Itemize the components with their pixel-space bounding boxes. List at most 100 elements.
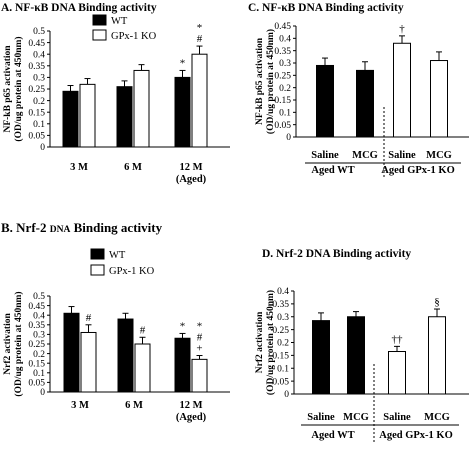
panel-c-category-label: Saline [311, 150, 339, 161]
panel-b-title-dna: DNA [50, 225, 71, 235]
panel-a-y-tick-label: 0.3 [33, 74, 45, 84]
panel-a-category-label: 6 M [124, 162, 142, 173]
panel-c-y-tick-label: 0.05 [274, 121, 291, 131]
panel-b: B. Nrf-2 DNA Binding activity 00.050.10.… [1, 220, 230, 423]
panel-b-legend-swatch [90, 248, 105, 260]
panel-b-y-tick-label: 0.45 [28, 302, 45, 312]
panel-a-ko-bar [191, 53, 208, 148]
panel-d-y-tick-label: 0.1 [277, 364, 289, 374]
panel-c-category-label: Saline [388, 150, 416, 161]
panel-b-y-tick-label: 0.5 [33, 292, 45, 302]
panel-b-y-tick-label: 0.25 [28, 340, 45, 350]
panel-b-y-tick-label: 0.1 [33, 369, 45, 379]
panel-d: D. Nrf-2 DNA Binding activity 0 0.05 0.1 0.… [255, 248, 469, 442]
panel-c-y-tick-label: 0 [286, 133, 291, 143]
panel-c-bar [316, 64, 334, 138]
panel-d-y-tick-label: 0.15 [272, 352, 289, 362]
panel-b-y-axis-label: Nrf2 activation(OD/ug protein at 450nm) [3, 291, 24, 396]
panel-d-significance-mark: § [434, 296, 440, 308]
panel-a-significance-mark: * [197, 22, 203, 34]
panel-c-significance-mark: † [399, 23, 405, 35]
panel-b-y-axis-label-line: Nrf2 activation [3, 313, 13, 375]
panel-d-y-tick-label: 0.4 [277, 287, 289, 297]
panel-d-y-tick-label: 0.35 [272, 300, 289, 310]
panel-b-y-tick-label: 0.05 [28, 379, 45, 389]
panel-b-y-tick-label: 0.35 [28, 321, 45, 331]
panel-d-y-tick-label: 0.3 [277, 313, 289, 323]
panel-a-legend-label: GPx-1 KO [111, 31, 157, 42]
panel-b-y-tick-label: 0 [40, 388, 45, 398]
panel-a: A. NF-κB DNA Binding activity 00.05 0.1 0.… [1, 2, 230, 185]
panel-b-plot: 00.050.10.150.20.250.30.350.40.450.5 Nrf2… [3, 248, 230, 423]
panel-a-y-axis-label-line: (OD/ug protein at 450nm) [13, 36, 24, 141]
panel-c-title: C. NF-κB DNA Binding activity [248, 2, 404, 14]
panel-b-ko-bar [191, 358, 208, 393]
panel-a-legend-label: WT [111, 16, 128, 27]
panel-b-legend-swatch [90, 264, 105, 276]
panel-d-bar [312, 320, 330, 395]
panel-b-title: B. Nrf-2 DNA Binding activity [1, 220, 163, 235]
panel-c-bar [430, 60, 448, 138]
panel-c-y-tick-label: 0.35 [274, 47, 291, 57]
panel-d-bar [428, 316, 446, 395]
panel-b-legend-label: GPx-1 KO [109, 266, 155, 277]
panel-d-category-label: MCG [424, 412, 450, 423]
panel-d-y-tick-label: 0.25 [272, 326, 289, 336]
panel-d-y-tick-label: 0.2 [277, 339, 289, 349]
panel-b-significance-mark: * [180, 320, 186, 332]
panel-d-category-label: Saline [383, 412, 411, 423]
panel-b-title-suffix: Binding activity [70, 220, 162, 235]
panel-a-category-sublabel: (Aged) [176, 174, 207, 185]
panel-c-y-tick-label: 0.2 [279, 84, 291, 94]
panel-a-y-tick-label: 0.5 [33, 27, 45, 37]
panel-d-bar [347, 316, 365, 395]
panel-b-wt-bar [174, 337, 191, 393]
panel-b-wt-bar [117, 318, 134, 393]
panel-a-y-tick-label: 0 [40, 143, 45, 153]
panel-b-legend-label: WT [109, 250, 126, 261]
panel-a-y-tick-label: 0.35 [28, 62, 45, 72]
panel-c-category-label: MCG [352, 150, 378, 161]
panel-b-category-label: 3 M [71, 400, 89, 411]
panel-c-y-tick-label: 0.45 [274, 22, 291, 32]
panel-b-significance-mark: # [197, 332, 203, 344]
panel-d-y-tick-label: 0 [284, 390, 289, 400]
panel-a-y-tick-label: 0.15 [28, 108, 45, 118]
panel-c-bar [356, 69, 374, 138]
panel-b-y-tick-label: 0.15 [28, 359, 45, 369]
panel-d-y-axis-label-line: Nrf2 activation [255, 311, 265, 373]
panel-d-y-axis-label-line: (OD/ug protein at 450nm) [265, 290, 276, 395]
panel-d-y-axis-label: Nrf2 activation(OD/ug protein at 450nm) [255, 290, 276, 395]
panel-d-bar [388, 351, 406, 395]
panel-b-category-label: 6 M [125, 400, 143, 411]
panel-a-y-tick-label: 0.1 [33, 120, 45, 130]
panel-b-y-tick-label: 0.2 [33, 350, 45, 360]
panel-d-category-label: MCG [343, 412, 369, 423]
panel-c-y-axis-label: NF-kB p65 activation(OD/ug protein at 45… [255, 29, 276, 134]
panel-c-y-axis-label-line: (OD/ug protein at 450nm) [265, 29, 276, 134]
panel-b-significance-mark: + [196, 343, 202, 355]
panel-a-title: A. NF-κB DNA Binding activity [1, 2, 157, 14]
panel-b-y-tick-label: 0.4 [33, 311, 45, 321]
panel-a-legend-swatch [92, 29, 107, 41]
panel-a-category-label: 3 M [70, 162, 88, 173]
panel-d-group-label: Aged WT [311, 430, 354, 441]
panel-a-legend-swatch [92, 14, 107, 26]
panel-a-wt-bar [62, 90, 79, 148]
panel-a-ko-bar [133, 69, 150, 148]
panel-d-y-tick-label: 0.05 [272, 377, 289, 387]
panel-a-significance-mark: * [180, 57, 186, 69]
panel-b-significance-mark: * [197, 321, 203, 333]
panel-c-y-tick-label: 0.4 [279, 35, 291, 45]
panel-d-category-label: Saline [307, 412, 335, 423]
panel-b-y-axis-label-line: (OD/ug protein at 450nm) [13, 291, 24, 396]
panel-a-y-tick-label: 0.2 [33, 97, 45, 107]
panel-a-y-tick-label: 0.4 [33, 50, 45, 60]
panel-a-y-axis-label: NF-kB p65 activation(OD/ug protein at 45… [3, 36, 24, 141]
panel-a-ko-bar [79, 83, 96, 148]
panel-b-category-sublabel: (Aged) [176, 412, 207, 423]
panel-c-y-tick-label: 0.3 [279, 59, 291, 69]
panel-c-y-tick-label: 0.1 [279, 109, 291, 119]
